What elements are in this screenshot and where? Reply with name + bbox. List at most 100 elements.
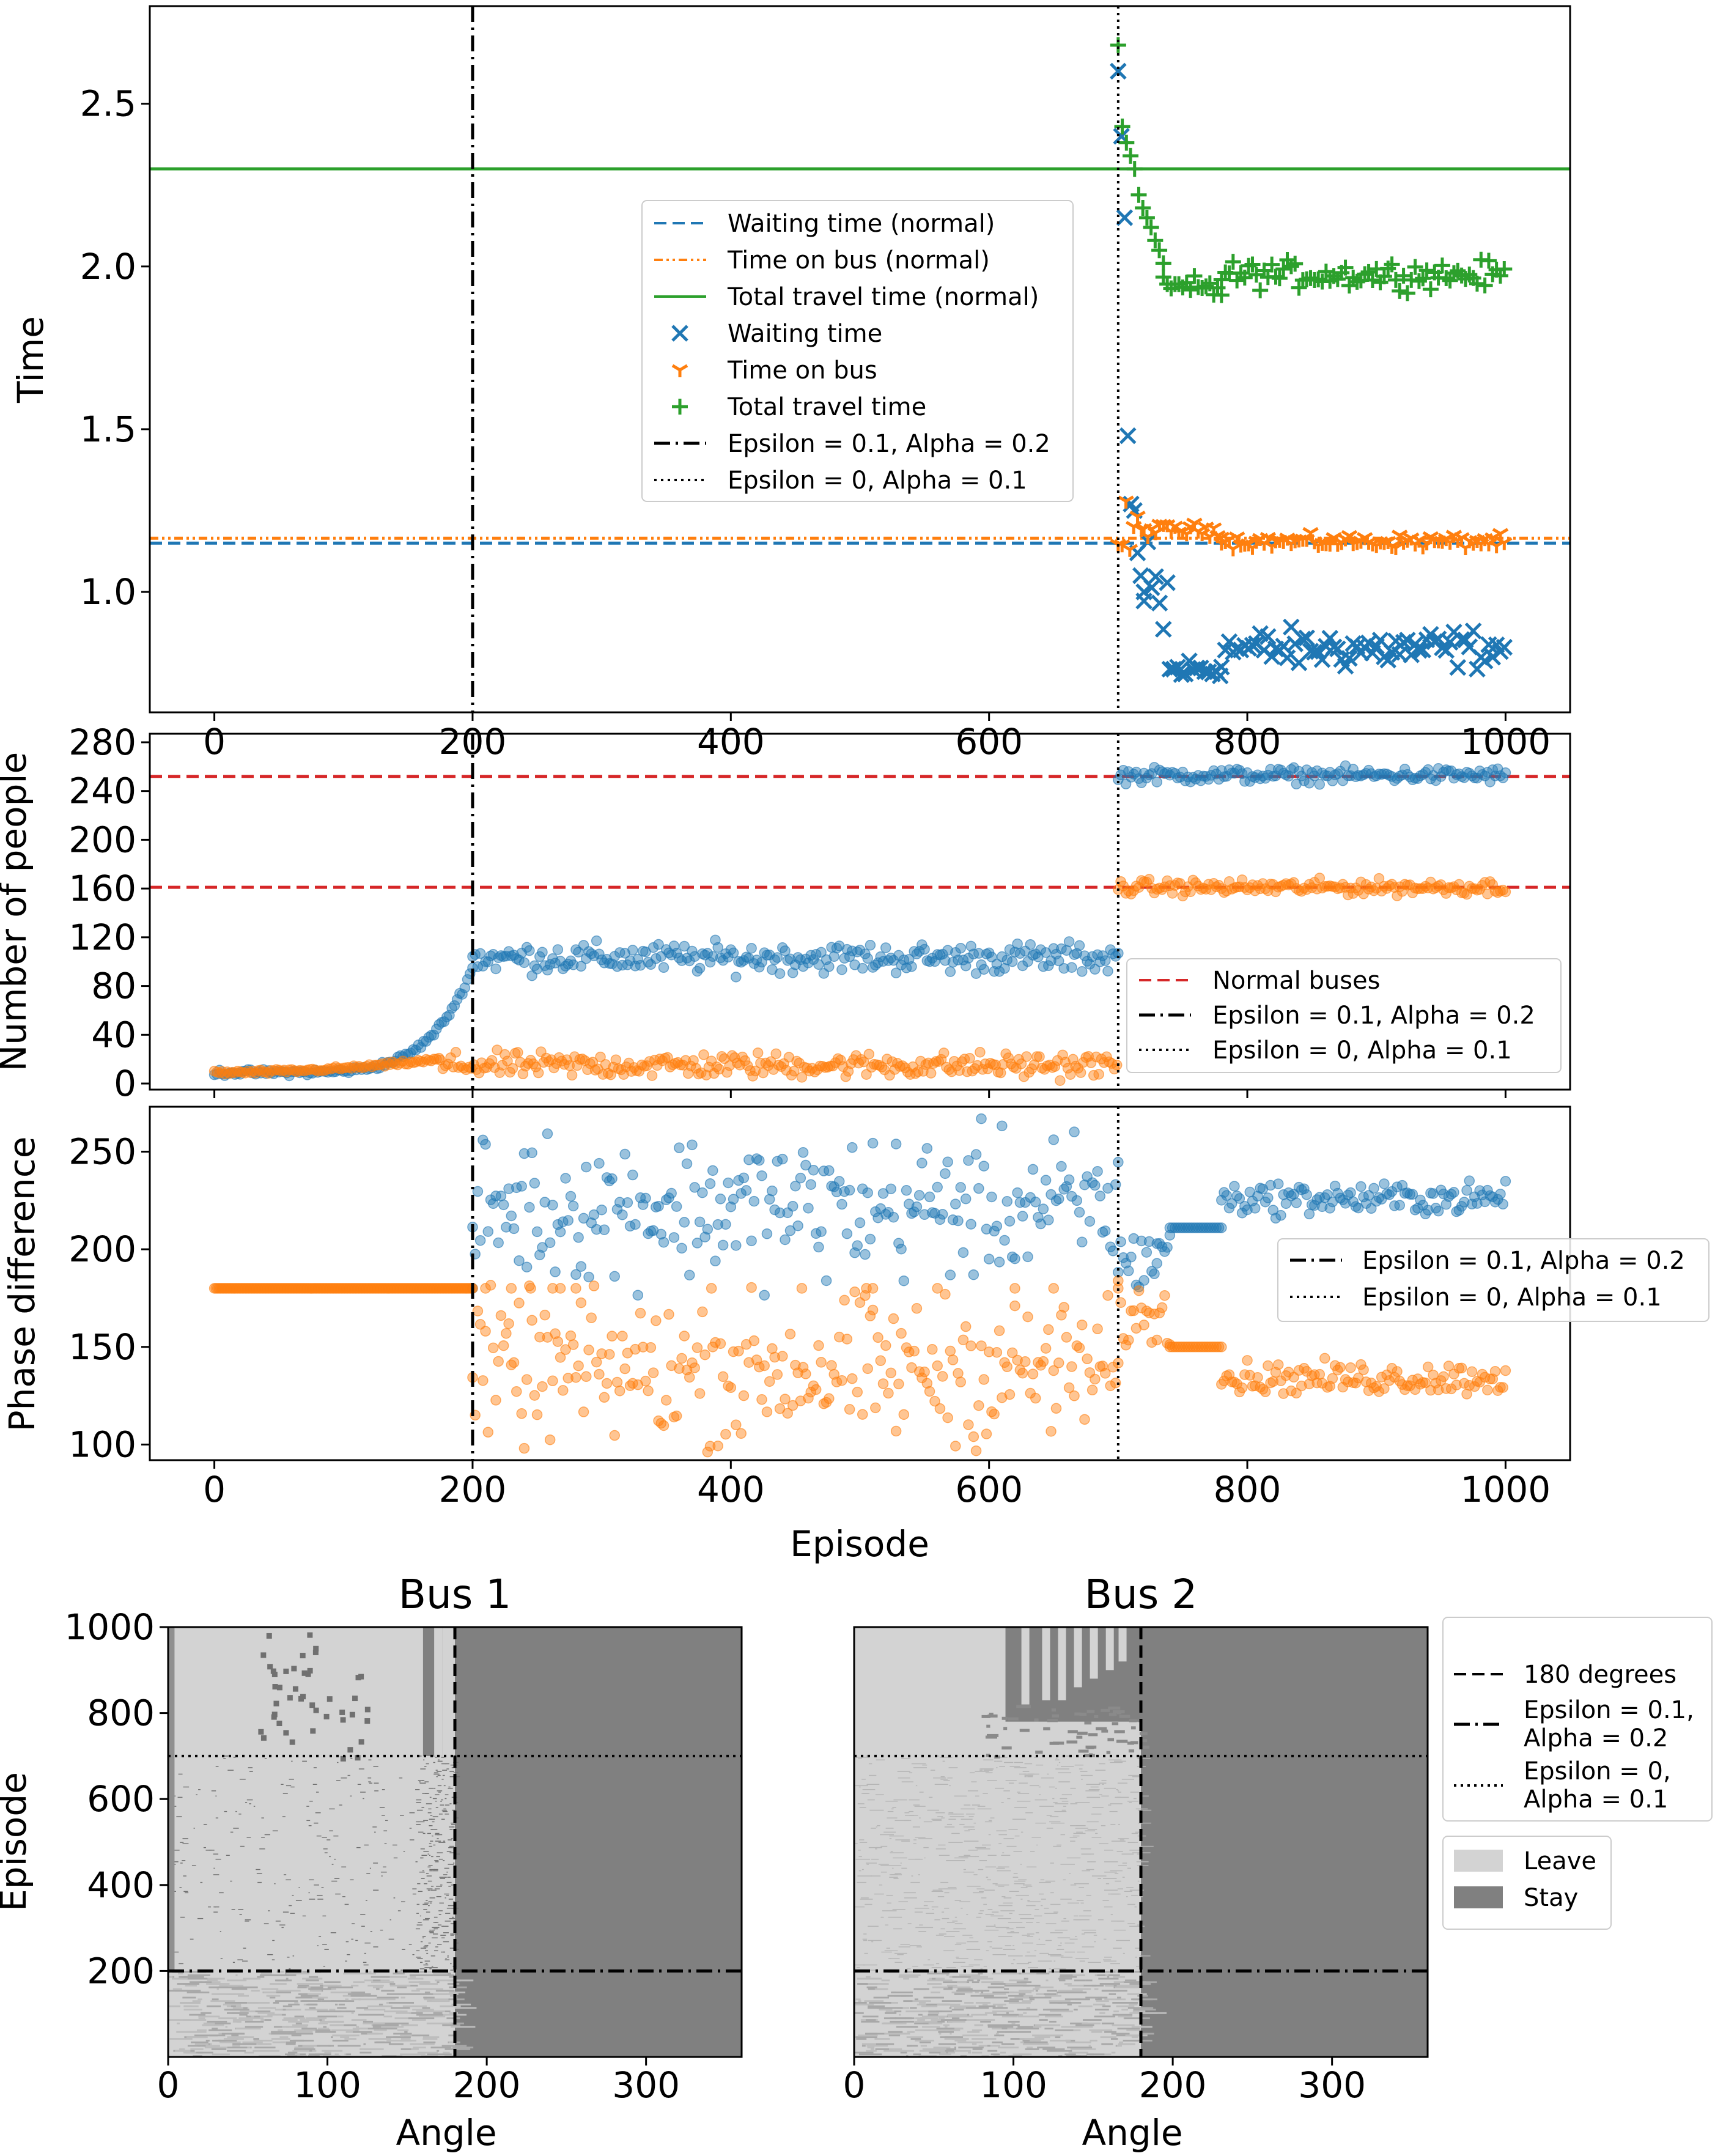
stay-cell: [1016, 1894, 1029, 1896]
stay-cell: [1046, 1979, 1049, 1982]
stay-cell: [1027, 1962, 1031, 1963]
stay-cell: [300, 1653, 306, 1659]
y-tick-label: 1000: [64, 1606, 155, 1648]
stay-cell: [449, 1771, 454, 1772]
stay-cell: [245, 2036, 254, 2039]
total-travel-time-point: [1496, 260, 1513, 277]
point: [433, 1052, 444, 1064]
stay-cell: [865, 1903, 872, 1905]
point: [498, 1199, 509, 1211]
point: [482, 956, 494, 967]
stay-cell: [215, 2022, 231, 2025]
stay-cell: [1042, 2009, 1060, 2011]
stay-cell: [426, 1888, 433, 1889]
point: [594, 948, 605, 959]
point: [702, 1224, 714, 1235]
stay-cell: [1070, 1787, 1076, 1789]
stay-cell: [388, 1938, 394, 1940]
stay-cell: [429, 1931, 434, 1932]
stay-cell: [271, 1711, 278, 1718]
point: [1022, 1311, 1033, 1323]
point: [490, 1395, 501, 1406]
stay-cell: [992, 1911, 999, 1913]
point: [1185, 886, 1196, 898]
stay-cell: [1026, 1905, 1036, 1907]
stay-cell: [948, 2020, 965, 2023]
stay-cell: [1070, 1803, 1078, 1804]
stay-cell: [444, 1897, 446, 1899]
stay-cell: [435, 1861, 439, 1863]
point: [449, 1000, 460, 1011]
total-travel-time-point: [1186, 268, 1203, 284]
stay-cell: [198, 2015, 220, 2018]
stay-cell: [1001, 1746, 1012, 1750]
stay-cell: [962, 2038, 969, 2040]
point: [524, 1202, 535, 1213]
stay-cell: [452, 2047, 474, 2048]
point: [1464, 1175, 1475, 1186]
stay-cell: [291, 2034, 301, 2037]
stay-cell: [1111, 1840, 1126, 1842]
point: [1272, 1178, 1284, 1189]
bus2-heatmap: 0 100 200 300 Bus 2 Angle: [843, 1571, 1429, 2154]
stay-cell: [1016, 1927, 1025, 1929]
stay-cell: [1008, 1955, 1023, 1957]
stay-cell: [256, 1873, 262, 1874]
point: [1020, 1356, 1031, 1367]
stay-cell: [917, 2019, 925, 2021]
stay-cell: [857, 1803, 865, 1804]
stay-cell: [865, 2032, 877, 2035]
point: [551, 1058, 562, 1069]
total-travel-time-point: [1252, 282, 1269, 298]
waiting-time-point: [1119, 427, 1137, 445]
point: [784, 1329, 796, 1340]
stay-cell: [356, 1847, 361, 1848]
stay-cell: [1095, 1833, 1098, 1834]
stay-cell: [1118, 1865, 1127, 1866]
stay-cell: [950, 1931, 957, 1932]
total-travel-time-point: [1110, 37, 1126, 53]
leave-region: [168, 1627, 455, 2057]
point: [539, 1309, 550, 1321]
point: [945, 1345, 956, 1357]
stay-cell: [1010, 1931, 1015, 1932]
stay-cell: [951, 1992, 973, 1993]
point: [861, 1069, 872, 1080]
point: [844, 951, 855, 962]
stay-cell: [893, 1878, 899, 1879]
point: [1123, 1265, 1134, 1277]
stay-cell: [987, 2026, 1014, 2028]
stay-cell: [245, 2026, 264, 2028]
stay-cell: [1110, 1823, 1116, 1825]
stay-cell: [347, 1774, 350, 1776]
stay-cell: [961, 1818, 973, 1820]
point: [480, 1326, 491, 1337]
stay-region: [1141, 1627, 1428, 2057]
stay-cell: [975, 1856, 979, 1858]
stay-cell: [301, 2028, 317, 2030]
point: [640, 1375, 651, 1387]
legend-label: Waiting time (normal): [728, 210, 995, 238]
point: [560, 1173, 571, 1184]
point: [893, 1378, 904, 1390]
stay-cell: [1116, 1940, 1130, 1941]
stay-cell: [257, 1881, 262, 1883]
stay-cell: [452, 1809, 455, 1811]
point: [684, 1371, 695, 1383]
stay-cell: [264, 1923, 269, 1924]
total-travel-time-point: [1337, 259, 1354, 276]
stay-cell: [868, 1925, 879, 1927]
point: [1263, 1192, 1274, 1203]
stay-cell: [230, 1831, 234, 1833]
stay-cell: [1107, 1738, 1115, 1741]
stay-cell: [232, 2032, 245, 2035]
point: [1090, 1180, 1101, 1191]
stay-cell: [1076, 1831, 1083, 1833]
stay-cell: [197, 1918, 204, 1919]
point: [714, 1063, 725, 1075]
total-travel-time-point: [1399, 285, 1415, 301]
point: [970, 1149, 982, 1160]
stay-cell: [232, 1962, 235, 1963]
stay-cell: [1069, 1873, 1071, 1874]
stay-cell: [249, 1803, 251, 1804]
